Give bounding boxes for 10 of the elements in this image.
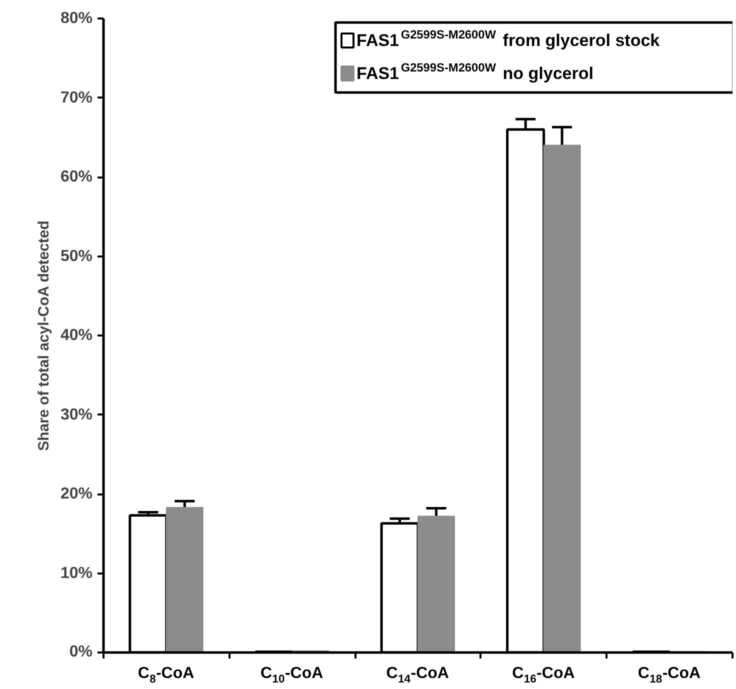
y-tick-label: 30% [60, 406, 93, 424]
y-tick-label: 80% [60, 10, 93, 27]
y-tick-label: 70% [60, 89, 93, 106]
y-tick-label: 20% [60, 486, 93, 502]
y-tick-label: 50% [60, 248, 93, 265]
y-tick-label: 0% [69, 644, 92, 660]
y-tick-label: 60% [60, 168, 93, 186]
y-tick-label: 40% [60, 327, 93, 344]
y-tick-label: 10% [60, 564, 93, 582]
y-axis-title: Share of total acyl-CoA detected [35, 220, 52, 451]
